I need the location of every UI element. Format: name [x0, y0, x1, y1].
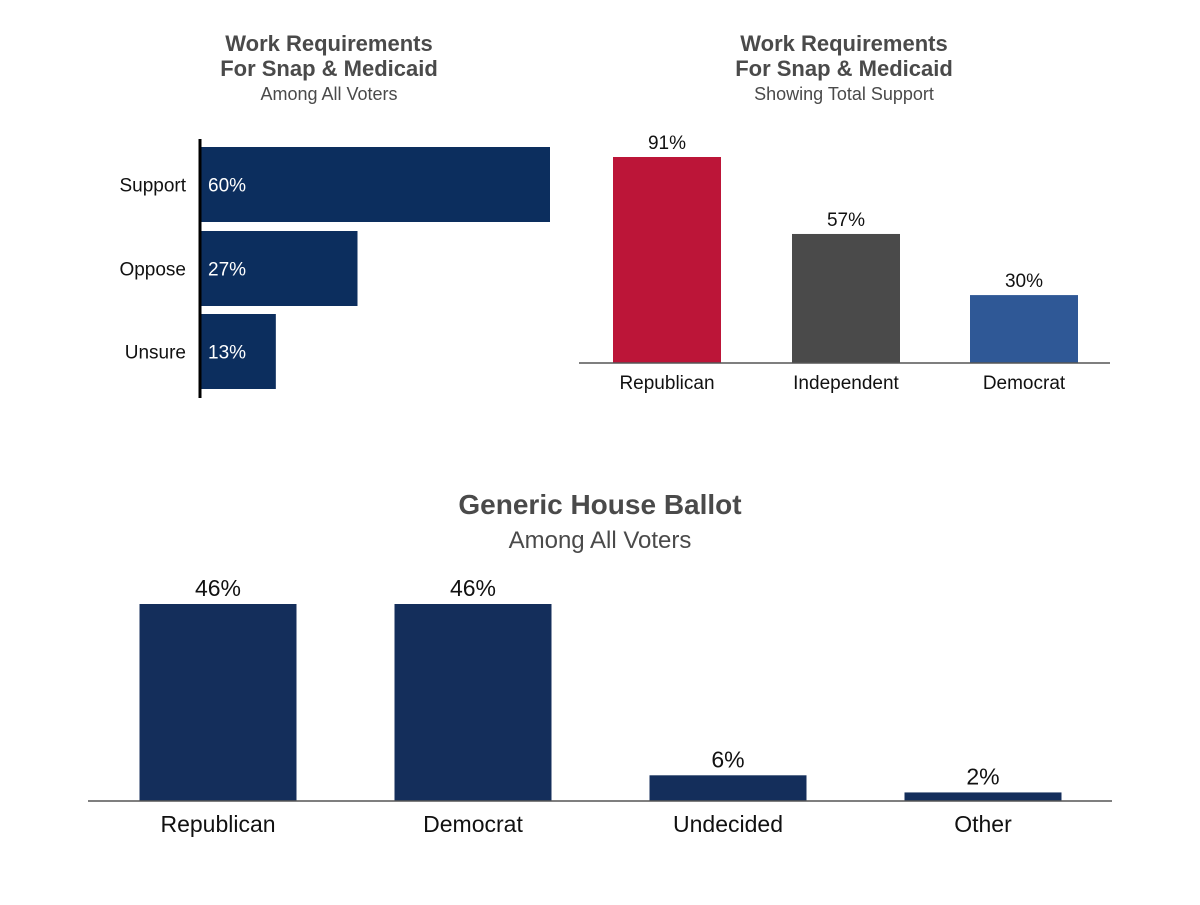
chart1-bar [200, 147, 550, 222]
chart1-title-line: Work Requirements [225, 31, 432, 56]
chart1-category-label: Unsure [125, 343, 186, 364]
chart3-value-label: 46% [450, 575, 496, 601]
chart2-bar [970, 295, 1078, 363]
chart3-category-label: Undecided [673, 811, 783, 837]
chart3-bar [904, 792, 1062, 801]
chart1-category-label: Oppose [119, 260, 186, 281]
chart3-value-label: 46% [195, 575, 241, 601]
chart1-value-label: 60% [208, 176, 246, 197]
chart1-value-label: 27% [208, 260, 246, 281]
chart3-category-label: Other [954, 811, 1012, 837]
chart1-title-line: For Snap & Medicaid [220, 56, 438, 81]
chart3-value-label: 2% [966, 763, 999, 789]
chart2-bar [792, 233, 900, 363]
chart2-value-label: 30% [1005, 271, 1043, 292]
chart3-category-label: Republican [160, 811, 275, 837]
chart1-category-label: Support [119, 176, 186, 197]
chart3-bar [394, 604, 552, 801]
chart3-bar [139, 604, 297, 801]
chart1-subtitle: Among All Voters [260, 84, 397, 104]
chart2-category-label: Democrat [983, 373, 1066, 394]
chart1-value-label: 13% [208, 343, 246, 364]
chart3-subtitle: Among All Voters [509, 527, 692, 554]
chart1-bar [200, 314, 276, 389]
chart2-title-line: For Snap & Medicaid [735, 56, 953, 81]
chart2-category-label: Independent [793, 373, 899, 394]
chart1-bar [200, 231, 358, 306]
chart2-bar [613, 157, 721, 363]
chart3-title-line: Generic House Ballot [458, 489, 741, 520]
chart2-subtitle: Showing Total Support [754, 84, 934, 104]
chart2-title-line: Work Requirements [740, 31, 947, 56]
chart3-category-label: Democrat [423, 811, 523, 837]
chart3-value-label: 6% [711, 746, 744, 772]
chart2-category-label: Republican [619, 373, 714, 394]
chart2-value-label: 57% [827, 210, 865, 231]
chart3-bar [649, 775, 807, 801]
chart2-value-label: 91% [648, 133, 686, 154]
